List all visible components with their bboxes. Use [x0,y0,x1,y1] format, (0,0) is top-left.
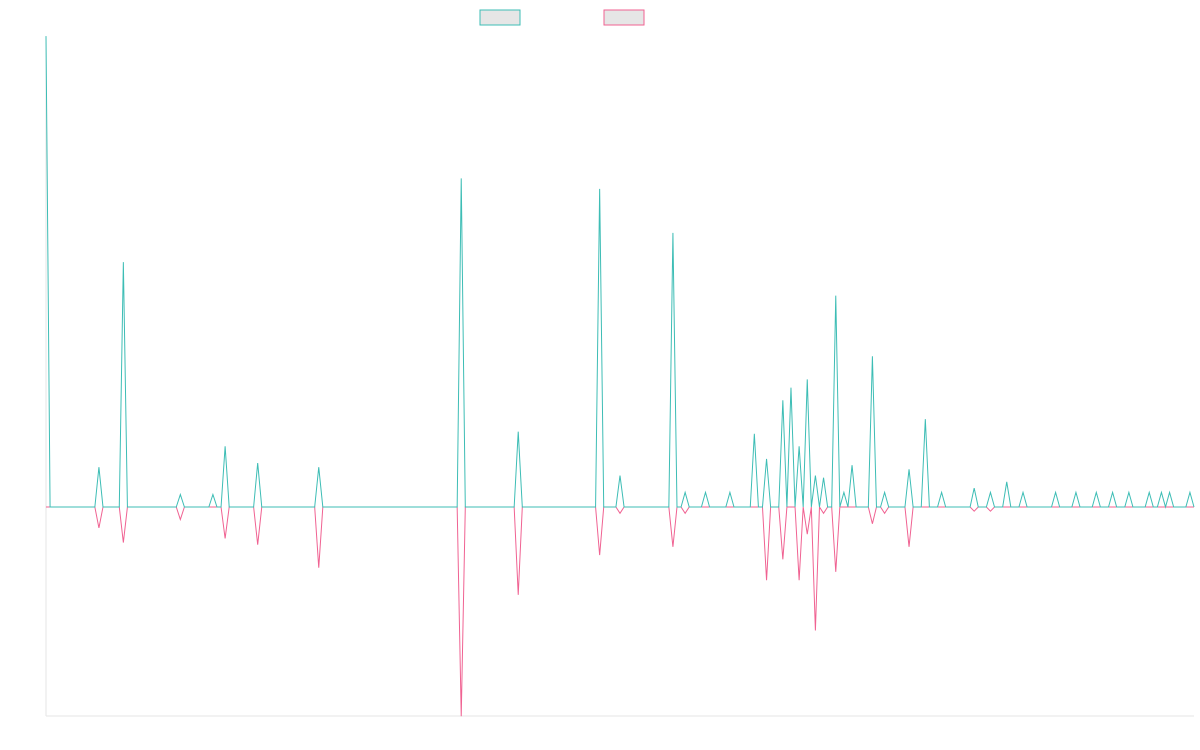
series-line-2 [46,505,1194,717]
data-point-s1-189[interactable] [812,473,818,479]
data-point-s1-136[interactable] [597,186,603,192]
data-point-s1-236[interactable] [1004,479,1010,485]
data-point-s2-206[interactable] [882,510,888,516]
data-point-s1-168[interactable] [727,489,733,495]
data-point-s1-212[interactable] [906,466,912,472]
data-point-s1-274[interactable] [1158,489,1164,495]
data-point-s1-266[interactable] [1126,489,1132,495]
data-point-s2-19[interactable] [120,540,126,546]
data-point-s1-116[interactable] [515,429,521,435]
data-point-s1-196[interactable] [841,489,847,495]
data-point-s1-276[interactable] [1167,489,1173,495]
legend [479,9,645,26]
data-point-s1-232[interactable] [987,489,993,495]
data-point-s1-52[interactable] [255,460,261,466]
data-point-s1-157[interactable] [682,489,688,495]
data-point-s2-194[interactable] [833,569,839,575]
data-point-s1-33[interactable] [177,491,183,497]
data-point-s1-248[interactable] [1053,489,1059,495]
series-layer [43,33,1195,719]
data-point-s2-181[interactable] [780,556,786,562]
data-point-s1-181[interactable] [780,397,786,403]
data-point-s1-177[interactable] [764,456,770,462]
data-point-s1-183[interactable] [788,385,794,391]
data-point-s1-258[interactable] [1093,489,1099,495]
data-point-s1-194[interactable] [833,293,839,299]
axes [45,36,1194,717]
data-point-s2-185[interactable] [796,577,802,583]
data-point-s1-102[interactable] [458,175,464,181]
data-point-s1-271[interactable] [1146,489,1152,495]
data-point-s1-228[interactable] [971,485,977,491]
data-point-s2-203[interactable] [869,521,875,527]
legend-swatch-2[interactable] [603,9,645,26]
data-point-s1-253[interactable] [1073,489,1079,495]
data-point-s1-162[interactable] [702,489,708,495]
data-point-s2-33[interactable] [177,517,183,523]
data-point-s1-13[interactable] [96,464,102,470]
data-point-s1-154[interactable] [670,230,676,236]
data-point-s1-141[interactable] [617,473,623,479]
data-point-s2-13[interactable] [96,525,102,531]
legend-swatch-1[interactable] [479,9,521,26]
data-point-s2-157[interactable] [682,510,688,516]
data-point-s1-203[interactable] [869,353,875,359]
data-point-s1-198[interactable] [849,462,855,468]
data-point-s2-102[interactable] [458,713,464,719]
data-point-s1-174[interactable] [751,431,757,437]
data-point-s1-0[interactable] [43,33,49,39]
data-point-s1-281[interactable] [1187,489,1193,495]
data-point-s2-141[interactable] [617,510,623,516]
data-point-s2-228[interactable] [971,508,977,514]
data-point-s1-191[interactable] [821,475,827,481]
data-point-s1-19[interactable] [120,259,126,265]
data-point-s2-189[interactable] [812,627,818,633]
data-point-s1-206[interactable] [882,489,888,495]
data-point-s1-67[interactable] [316,464,322,470]
data-point-s1-216[interactable] [922,416,928,422]
data-point-s2-187[interactable] [804,531,810,537]
data-point-s2-154[interactable] [670,544,676,550]
data-point-s2-67[interactable] [316,565,322,571]
series-line-1 [45,36,1195,509]
data-point-s2-44[interactable] [222,535,228,541]
data-point-s1-220[interactable] [939,489,945,495]
data-point-s2-116[interactable] [515,592,521,598]
data-point-s1-185[interactable] [796,443,802,449]
data-point-s2-191[interactable] [821,510,827,516]
data-point-s2-136[interactable] [597,552,603,558]
data-point-s1-41[interactable] [210,491,216,497]
data-point-s2-52[interactable] [255,542,261,548]
data-point-s1-262[interactable] [1110,489,1116,495]
data-point-s1-240[interactable] [1020,489,1026,495]
data-point-s2-177[interactable] [764,577,770,583]
data-point-s2-212[interactable] [906,544,912,550]
data-point-s2-232[interactable] [987,508,993,514]
data-point-s1-187[interactable] [804,376,810,382]
data-point-s1-44[interactable] [222,443,228,449]
